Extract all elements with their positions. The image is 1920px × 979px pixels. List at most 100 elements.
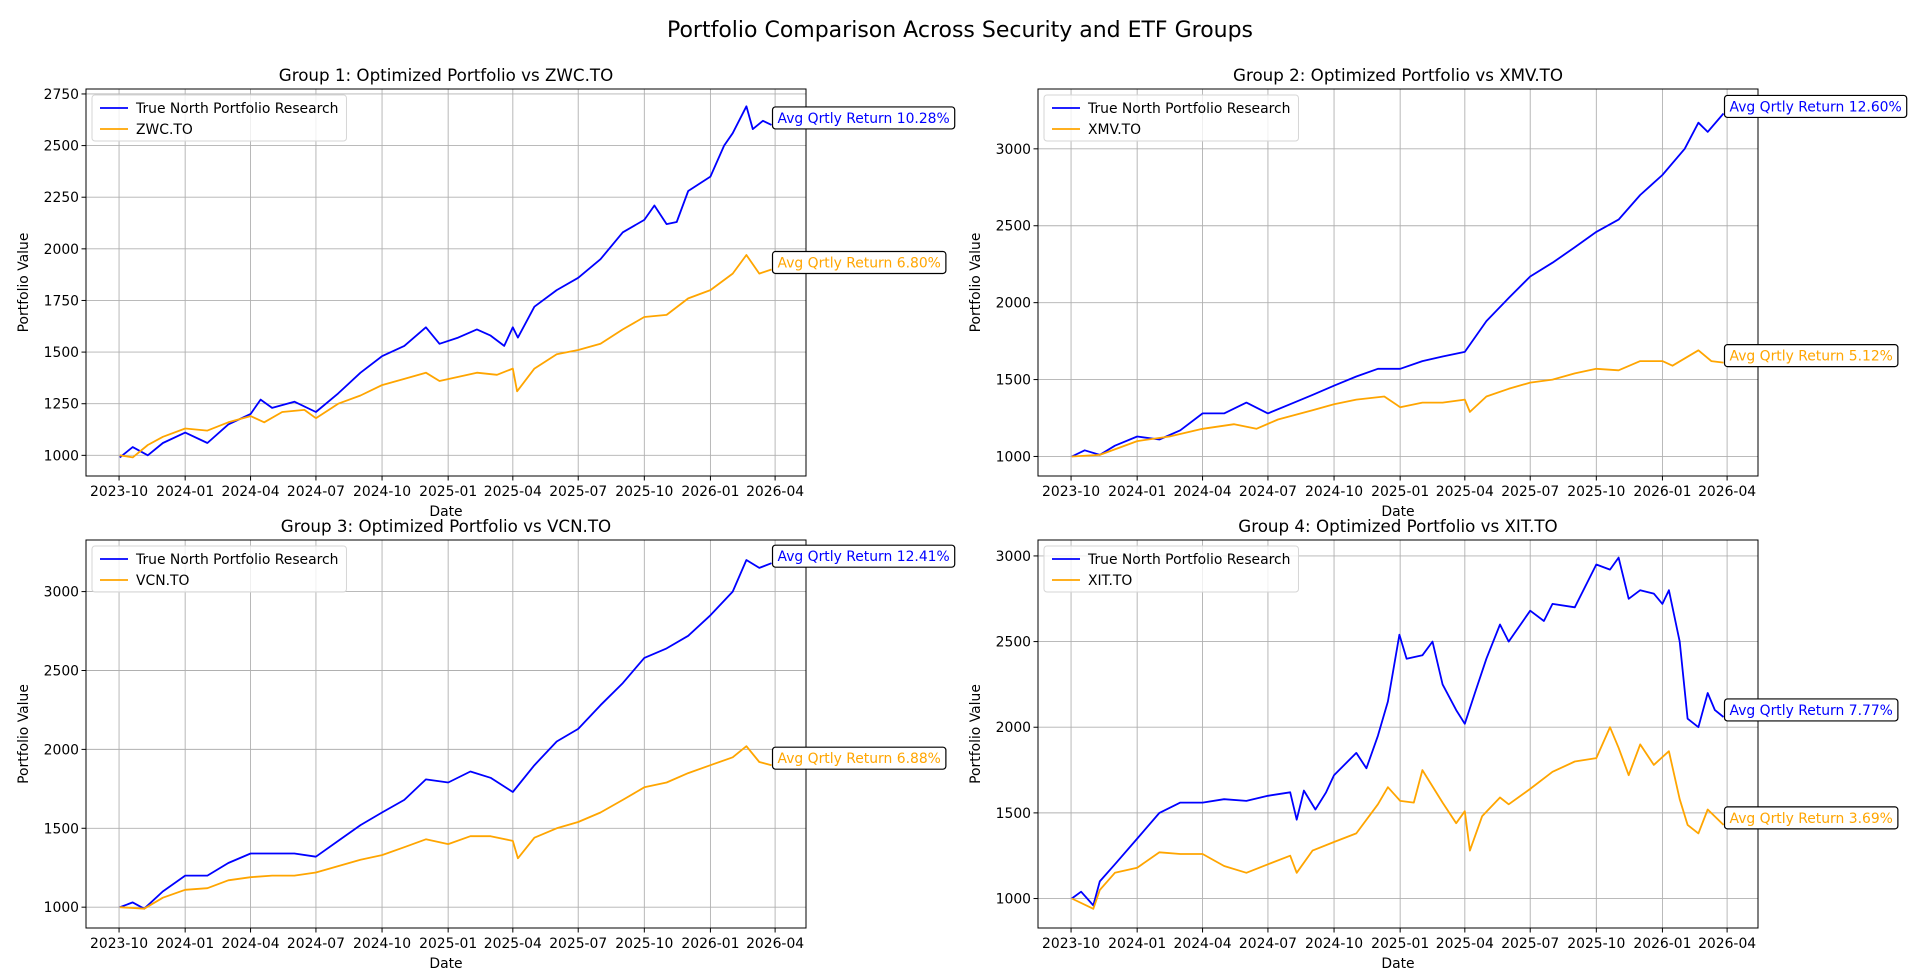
x-tick-label: 2026-04 [746, 484, 804, 500]
subplot-title: Group 3: Optimized Portfolio vs VCN.TO [281, 516, 611, 536]
x-tick-label: 2023-10 [90, 484, 148, 500]
x-tick-label: 2023-10 [1042, 484, 1100, 500]
x-tick-label: 2024-07 [287, 936, 345, 952]
return-annotation: Avg Qrtly Return 12.41% [771, 544, 956, 568]
subplot-title: Group 4: Optimized Portfolio vs XIT.TO [1238, 516, 1557, 536]
annotation-text: Avg Qrtly Return 5.12% [1730, 349, 1893, 365]
annotation-text: Avg Qrtly Return 12.60% [1730, 99, 1902, 115]
y-tick-label: 3000 [996, 142, 1031, 158]
y-tick-label: 1500 [44, 821, 79, 837]
y-tick-label: 1250 [44, 397, 79, 413]
x-tick-label: 2026-01 [1633, 936, 1691, 952]
x-tick-label: 2026-01 [681, 484, 739, 500]
y-axis-label: Portfolio Value [968, 684, 984, 784]
annotation-box [771, 106, 956, 130]
annotation-text: Avg Qrtly Return 3.69% [1730, 811, 1893, 827]
legend-label: True North Portfolio Research [1087, 101, 1290, 117]
series-line-etf [1071, 349, 1724, 458]
series-line-etf [119, 254, 772, 459]
legend: True North Portfolio Research VCN.TO [91, 545, 347, 593]
y-axis-label: Portfolio Value [16, 684, 32, 784]
x-axis-label: Date [429, 956, 462, 972]
x-tick-label: 2025-01 [419, 936, 477, 952]
x-tick-label: 2023-10 [90, 936, 148, 952]
x-tick-label: 2024-07 [1239, 484, 1297, 500]
x-tick-label: 2025-10 [1567, 936, 1625, 952]
return-annotation: Avg Qrtly Return 5.12% [1723, 344, 1899, 368]
x-tick-label: 2026-01 [681, 936, 739, 952]
y-tick-label: 2750 [44, 87, 79, 103]
x-tick-label: 2025-01 [419, 484, 477, 500]
figure-title: Portfolio Comparison Across Security and… [667, 18, 1253, 43]
return-annotation: Avg Qrtly Return 3.69% [1723, 806, 1899, 830]
annotation-text: Avg Qrtly Return 6.88% [778, 751, 941, 767]
legend-label: VCN.TO [136, 573, 189, 589]
y-tick-label: 2250 [44, 190, 79, 206]
subplot-3: Group 3: Optimized Portfolio vs VCN.TO 20… [16, 516, 956, 972]
y-tick-label: 2000 [44, 742, 79, 758]
legend: True North Portfolio Research ZWC.TO [91, 94, 347, 142]
return-annotation: Avg Qrtly Return 12.60% [1723, 94, 1908, 119]
x-tick-label: 2025-10 [1567, 484, 1625, 500]
series-line-etf [119, 745, 772, 910]
x-tick-label: 2024-10 [1305, 484, 1363, 500]
x-tick-label: 2024-07 [1239, 936, 1297, 952]
x-tick-label: 2026-04 [746, 936, 804, 952]
x-axis-label: Date [1381, 956, 1414, 972]
y-tick-label: 1000 [996, 449, 1031, 465]
legend-box [1043, 545, 1299, 593]
x-tick-label: 2025-01 [1371, 936, 1429, 952]
y-tick-label: 2500 [996, 219, 1031, 235]
x-tick-label: 2025-04 [484, 484, 542, 500]
y-tick-label: 2500 [44, 139, 79, 155]
legend-box [1043, 94, 1299, 142]
subplot-4: Group 4: Optimized Portfolio vs XIT.TO 20… [968, 516, 1899, 972]
subplot-title: Group 1: Optimized Portfolio vs ZWC.TO [279, 65, 613, 85]
y-tick-label: 2500 [996, 635, 1031, 651]
annotation-box [1723, 698, 1899, 722]
x-tick-label: 2024-01 [1108, 484, 1166, 500]
axes-frame [1037, 539, 1759, 929]
subplot-1: Group 1: Optimized Portfolio vs ZWC.TO 20… [16, 65, 956, 520]
annotation-text: Avg Qrtly Return 12.41% [778, 549, 950, 565]
x-tick-label: 2024-01 [156, 484, 214, 500]
x-tick-label: 2025-07 [549, 484, 607, 500]
x-tick-label: 2025-04 [1436, 484, 1494, 500]
return-annotation: Avg Qrtly Return 7.77% [1723, 698, 1899, 722]
y-tick-label: 1500 [996, 373, 1031, 389]
return-annotation: Avg Qrtly Return 6.88% [771, 746, 947, 770]
y-tick-label: 2000 [996, 296, 1031, 312]
x-tick-label: 2024-04 [1174, 936, 1232, 952]
x-tick-label: 2025-07 [1501, 484, 1559, 500]
legend-box [91, 94, 347, 142]
annotation-text: Avg Qrtly Return 6.80% [778, 255, 941, 271]
annotation-box [771, 746, 947, 770]
annotation-box [1723, 806, 1899, 830]
x-tick-label: 2025-10 [615, 936, 673, 952]
x-tick-label: 2024-10 [353, 936, 411, 952]
y-tick-label: 2000 [44, 242, 79, 258]
axes-frame [1037, 88, 1759, 477]
y-axis-label: Portfolio Value [16, 233, 32, 333]
y-tick-label: 3000 [44, 585, 79, 601]
x-tick-label: 2024-01 [1108, 936, 1166, 952]
x-tick-label: 2024-10 [1305, 936, 1363, 952]
x-tick-label: 2024-04 [1174, 484, 1232, 500]
return-annotation: Avg Qrtly Return 10.28% [771, 106, 956, 130]
x-tick-label: 2024-04 [222, 936, 280, 952]
legend: True North Portfolio Research XMV.TO [1043, 94, 1299, 142]
legend-label: True North Portfolio Research [135, 552, 338, 568]
legend-label: ZWC.TO [136, 122, 193, 138]
x-tick-label: 2023-10 [1042, 936, 1100, 952]
y-tick-label: 1500 [44, 345, 79, 361]
return-annotation: Avg Qrtly Return 6.80% [771, 250, 947, 275]
x-axis-label: Date [1381, 504, 1414, 520]
x-tick-label: 2026-04 [1698, 484, 1756, 500]
y-tick-label: 1000 [44, 448, 79, 464]
legend-label: XIT.TO [1088, 573, 1132, 589]
series-line-etf [1071, 726, 1725, 910]
x-tick-label: 2026-04 [1698, 936, 1756, 952]
annotation-box [1723, 344, 1899, 368]
x-tick-label: 2024-01 [156, 936, 214, 952]
